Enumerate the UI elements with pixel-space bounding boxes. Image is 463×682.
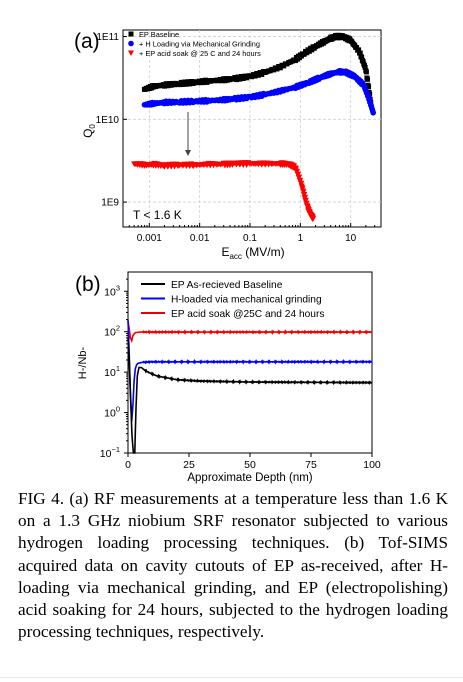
x-tick-label: 0.1 <box>243 233 257 244</box>
data-point <box>277 65 283 71</box>
legend-entry: EP As-recieved Baseline <box>141 280 283 291</box>
y-tick-exponent: 2 <box>116 324 120 333</box>
figure-caption: FIG 4. (a) RF measurements at a temperat… <box>18 489 448 642</box>
legend-marker <box>128 31 134 37</box>
y-tick-mantissa: 10 <box>104 286 116 298</box>
x-tick-label: 75 <box>305 459 317 471</box>
data-point <box>302 197 309 204</box>
legend-marker <box>128 50 134 56</box>
series-3 <box>131 160 317 223</box>
y-tick-exponent: 0 <box>116 405 120 414</box>
y-tick-label: 103 <box>104 283 120 298</box>
data-point <box>356 47 362 53</box>
legend-entry: + EP acid soak @ 25 C and 24 hours <box>128 49 261 58</box>
x-tick-label: 0.01 <box>190 233 210 244</box>
legend-marker <box>128 40 134 47</box>
panel-a-xlabel: Eacc (MV/m) <box>221 245 284 261</box>
legend-label: EP As-recieved Baseline <box>171 280 283 291</box>
panel-b-series <box>127 319 373 454</box>
panel-b-label: (b) <box>75 273 101 296</box>
y-tick-label: 1E10 <box>96 115 120 126</box>
data-point <box>296 174 303 180</box>
legend-entry: EP Baseline <box>128 30 179 39</box>
data-point <box>362 64 368 70</box>
series-line-1 <box>127 337 373 454</box>
temperature-annotation: T < 1.6 K <box>133 208 182 222</box>
panel-b-ylabel: H-/Nb- <box>77 346 89 379</box>
data-point <box>359 54 365 60</box>
y-tick-label: 10−1 <box>100 445 120 460</box>
y-tick-mantissa: 10 <box>100 448 112 460</box>
legend-label: + EP acid soak @ 25 C and 24 hours <box>139 49 261 58</box>
y-tick-mantissa: 10 <box>104 327 116 339</box>
x-tick-label: 10 <box>345 233 357 244</box>
data-point <box>255 72 261 78</box>
data-point <box>183 81 189 87</box>
panel-a-ylabel: Q0 <box>81 124 97 138</box>
data-point <box>370 109 377 116</box>
data-point <box>357 50 363 56</box>
series-line-3 <box>127 321 373 344</box>
x-tick-label: 50 <box>244 459 256 471</box>
panel-a-chart: (a) 0.001 0.01 0.1 1 10 1E9 1E10 1E11 T < 1.6 K… <box>74 29 382 261</box>
data-point <box>259 71 265 77</box>
y-tick-exponent: −1 <box>111 445 120 454</box>
panel-a-frame <box>122 29 382 228</box>
panel-b-xlabel: Approximate Depth (nm) <box>187 472 312 484</box>
x-tick-label: 0.001 <box>137 233 162 244</box>
x-tick-label: 0 <box>125 459 131 471</box>
data-point <box>360 58 366 64</box>
y-tick-label: 100 <box>104 405 120 420</box>
legend-entry: + H Loading via Mechanical Grinding <box>128 40 260 49</box>
data-point <box>252 73 258 79</box>
panel-b-legend: EP As-recieved Baseline H-loaded via mech… <box>141 280 324 320</box>
y-tick-mantissa: 10 <box>104 408 116 420</box>
y-tick-exponent: 1 <box>116 364 120 373</box>
data-point <box>297 177 304 184</box>
series-line-2 <box>127 319 373 422</box>
panel-a-axis-ticks: 0.001 0.01 0.1 1 10 1E9 1E10 1E11 <box>96 32 376 244</box>
legend-label: + H Loading via Mechanical Grinding <box>139 40 260 49</box>
data-point <box>237 76 243 82</box>
data-point <box>366 84 372 90</box>
y-tick-label: 1E11 <box>96 32 119 43</box>
legend-label: EP Baseline <box>139 30 179 39</box>
y-tick-exponent: 3 <box>116 283 120 292</box>
data-point <box>310 216 317 222</box>
annotation-arrowhead <box>185 150 191 156</box>
series-2 <box>141 67 377 116</box>
y-tick-mantissa: 10 <box>104 367 116 379</box>
legend-entry: H-loaded via mechanical grinding <box>141 295 322 306</box>
panel-a-label: (a) <box>74 30 100 53</box>
legend-label: H-loaded via mechanical grinding <box>171 295 322 306</box>
y-tick-label: 101 <box>104 364 120 379</box>
y-tick-label: 102 <box>104 324 120 339</box>
data-point <box>234 77 240 83</box>
data-point <box>364 76 370 82</box>
data-point <box>302 194 309 201</box>
legend-entry: EP acid soak @25C and 24 hours <box>141 309 324 320</box>
x-tick-label: 1 <box>298 233 304 244</box>
data-point <box>363 69 369 75</box>
bottom-divider <box>0 677 463 678</box>
panel-a-legend: EP Baseline+ H Loading via Mechanical Gr… <box>128 30 261 58</box>
panel-a-series <box>131 32 377 223</box>
x-tick-label: 25 <box>183 459 195 471</box>
data-point <box>301 191 308 198</box>
legend-label: EP acid soak @25C and 24 hours <box>171 309 324 320</box>
y-tick-label: 1E9 <box>101 198 119 209</box>
x-tick-label: 100 <box>363 459 381 471</box>
